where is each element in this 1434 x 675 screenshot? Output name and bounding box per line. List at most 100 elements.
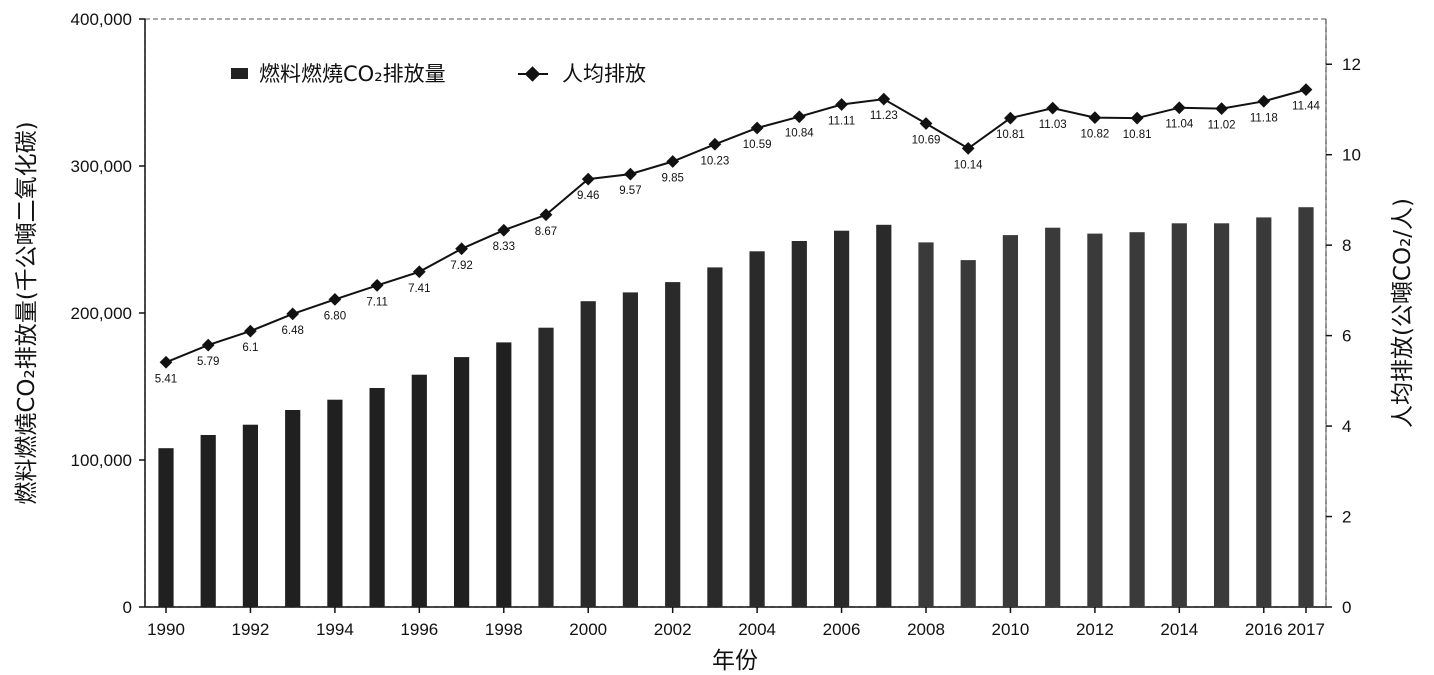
- bar-2012: [1087, 233, 1103, 607]
- bar-2011: [1045, 227, 1061, 607]
- legend-bar-label: 燃料燃燒CO₂排放量: [259, 62, 446, 86]
- x-tick-label: 2016: [1245, 620, 1283, 639]
- x-tick-label: 2010: [992, 620, 1030, 639]
- bar-2002: [665, 282, 681, 607]
- line-label-1997: 7.92: [450, 260, 472, 272]
- line-label-2010: 10.81: [996, 129, 1025, 141]
- line-point-1996: [412, 265, 426, 279]
- line-label-2002: 9.85: [662, 173, 684, 185]
- line-label-2008: 10.69: [912, 135, 941, 147]
- x-tick-label: 2000: [569, 620, 607, 639]
- bar-2004: [749, 251, 765, 608]
- line-point-2009: [961, 142, 975, 155]
- y-right-tick-label: 4: [1342, 417, 1351, 436]
- line-label-2011: 11.03: [1039, 119, 1067, 131]
- line-label-1994: 6.80: [324, 310, 346, 322]
- line-point-2005: [792, 110, 806, 124]
- y-left-tick-label: 100,000: [71, 451, 132, 470]
- y-right-tick-label: 12: [1342, 55, 1361, 74]
- bar-1995: [369, 388, 385, 607]
- bar-2007: [876, 224, 892, 608]
- line-label-1995: 7.11: [366, 296, 388, 308]
- bar-2009: [960, 260, 976, 607]
- line-point-1995: [370, 279, 384, 292]
- line-label-1992: 6.1: [242, 342, 258, 354]
- bar-2003: [707, 267, 723, 607]
- bar-2000: [580, 301, 596, 607]
- bar-2005: [791, 241, 807, 607]
- line-point-2007: [877, 92, 891, 106]
- line-label-1991: 5.79: [197, 356, 219, 368]
- line-point-2001: [624, 167, 637, 181]
- x-tick-label: 2004: [738, 620, 776, 639]
- per-capita-line: [165, 88, 1307, 364]
- bar-1992: [242, 424, 258, 607]
- line-point-1997: [455, 242, 468, 256]
- line-point-2015: [1215, 102, 1228, 115]
- y-left-axis-label: 燃料燃燒CO₂排放量(千公噸二氧化碳): [14, 121, 40, 504]
- line-point-1998: [497, 223, 511, 237]
- x-tick-label: 1998: [485, 620, 523, 639]
- legend-line-label: 人均排放: [562, 62, 646, 86]
- x-tick-label: 2014: [1160, 620, 1198, 639]
- bar-2001: [622, 292, 638, 607]
- line-point-1990: [159, 355, 173, 369]
- line-label-2006: 11.11: [828, 116, 855, 128]
- x-tick-label: 1996: [400, 620, 438, 639]
- line-point-2002: [666, 155, 680, 168]
- line-label-2009: 10.14: [954, 159, 983, 171]
- line-point-2017: [1299, 83, 1313, 96]
- line-label-1999: 8.67: [535, 226, 557, 238]
- bar-1994: [327, 399, 343, 607]
- line-label-2000: 9.46: [577, 190, 599, 202]
- bar-2015: [1214, 223, 1230, 608]
- y-left-tick-label: 400,000: [71, 10, 132, 29]
- line-point-1991: [201, 338, 215, 352]
- bar-2017: [1298, 207, 1314, 607]
- axes-layer: 0 100,000 200,000 300,000 400,000 0 2 4 6 8 10 12 19…: [71, 10, 1361, 639]
- line-layer: 5.41 5.79 6.1 6.48 6.80 7.11 7.41 7.92 8.33 8.67 9…: [155, 83, 1321, 385]
- line-label-2015: 11.02: [1208, 120, 1236, 132]
- x-tick-label: 2006: [823, 620, 861, 639]
- line-label-2014: 11.04: [1165, 119, 1194, 131]
- line-label-2013: 10.81: [1123, 129, 1152, 141]
- line-label-2007: 11.23: [870, 110, 898, 122]
- line-label-2012: 10.82: [1081, 129, 1110, 141]
- line-point-2011: [1046, 101, 1060, 115]
- y-right-tick-label: 2: [1342, 508, 1351, 527]
- legend: 燃料燃燒CO₂排放量 人均排放: [231, 62, 646, 86]
- x-tick-label: 2002: [654, 620, 692, 639]
- bar-2008: [918, 242, 934, 607]
- y-right-tick-label: 6: [1342, 327, 1351, 346]
- plot-frame: [144, 18, 1327, 608]
- bars-layer: [158, 207, 1314, 608]
- line-label-2005: 10.84: [785, 128, 814, 140]
- line-point-2008: [919, 117, 933, 130]
- bar-1999: [538, 327, 554, 607]
- y-left-tick-label: 300,000: [71, 157, 132, 176]
- line-label-2017: 11.44: [1292, 101, 1321, 113]
- x-tick-label: 1994: [316, 620, 354, 639]
- bar-2013: [1129, 232, 1145, 607]
- bar-1990: [158, 448, 174, 607]
- line-point-1993: [286, 307, 300, 321]
- line-point-2004: [750, 121, 764, 135]
- line-point-1994: [328, 293, 342, 306]
- bar-2006: [834, 230, 850, 607]
- bar-1991: [200, 435, 216, 607]
- line-label-2003: 10.23: [701, 155, 730, 167]
- bar-1993: [285, 410, 301, 607]
- x-tick-label: 2017: [1287, 620, 1325, 639]
- line-label-1993: 6.48: [282, 325, 304, 337]
- legend-bar-swatch: [231, 68, 248, 79]
- y-left-tick-label: 0: [123, 598, 132, 617]
- line-point-2003: [708, 137, 722, 151]
- line-point-1992: [244, 324, 257, 338]
- y-left-tick-label: 200,000: [71, 304, 132, 323]
- x-tick-label: 1992: [232, 620, 270, 639]
- x-tick-label: 1990: [147, 620, 185, 639]
- line-label-1998: 8.33: [493, 241, 515, 253]
- line-point-2012: [1088, 111, 1102, 124]
- line-label-2001: 9.57: [619, 185, 641, 197]
